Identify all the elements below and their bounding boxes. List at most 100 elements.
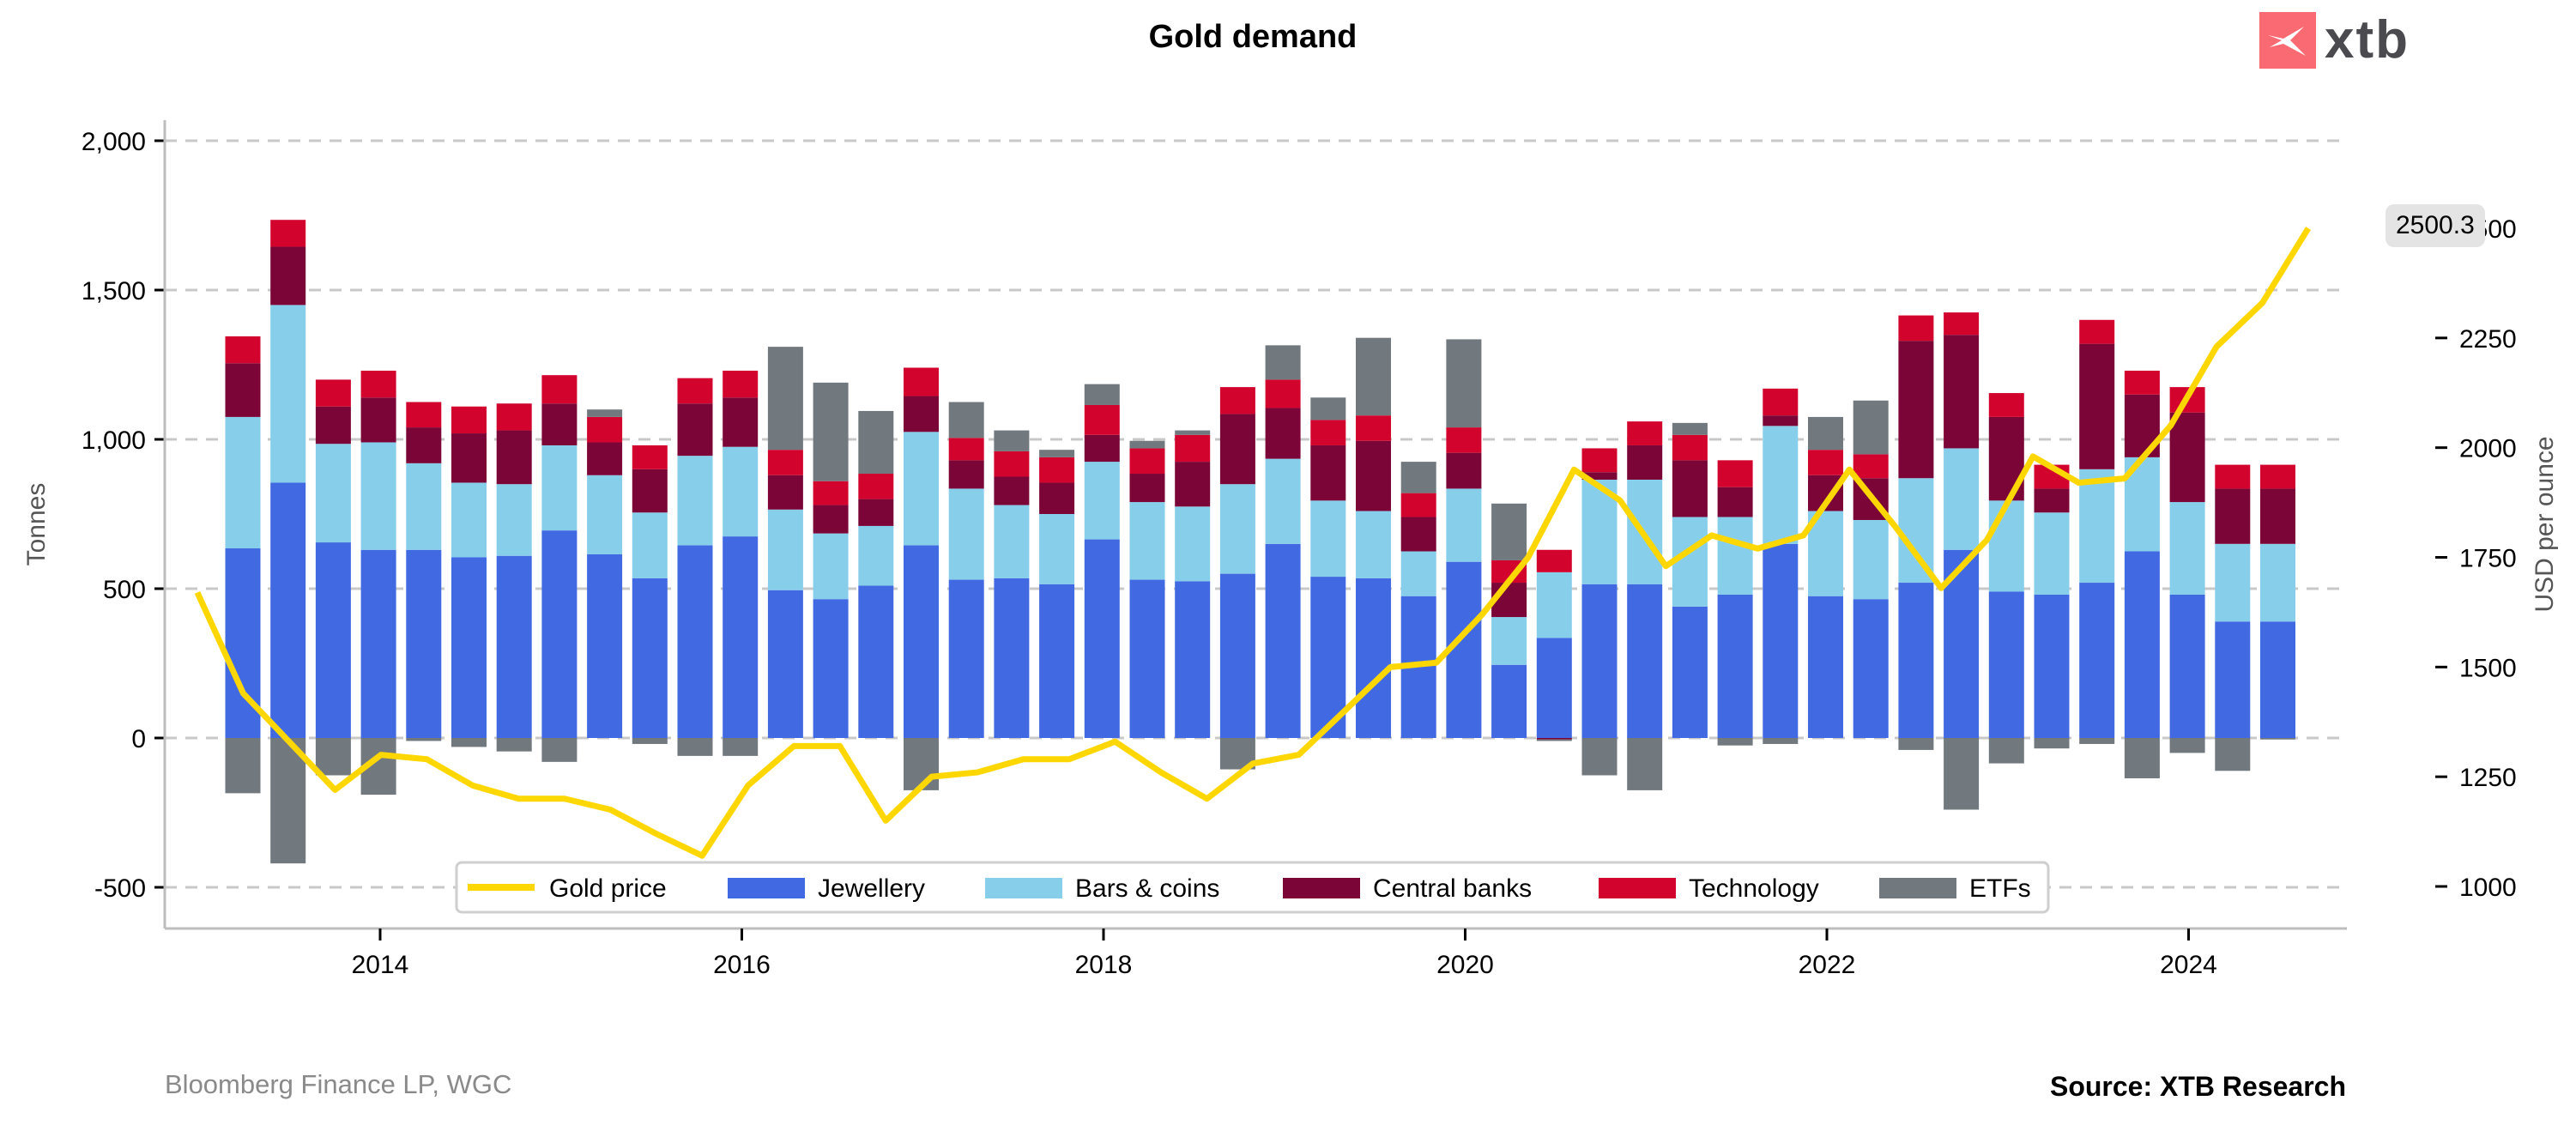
bar-jewellery-2016Q2 — [767, 590, 803, 738]
bar-bars-coins-2023Q1 — [1988, 500, 2024, 592]
bar-jewellery-2013Q4 — [315, 542, 351, 738]
bar-jewellery-2019Q1 — [1265, 543, 1301, 738]
bar-bars-coins-2017Q2 — [948, 488, 984, 580]
bar-central-banks-2018Q3 — [1175, 462, 1211, 507]
bar-technology-2018Q2 — [1129, 448, 1165, 475]
bar-bars-coins-2019Q2 — [1310, 500, 1346, 578]
bar-bars-coins-2015Q2 — [587, 475, 623, 554]
legend-label-bars-coins: Bars & coins — [1075, 874, 1219, 903]
bar-technology-2014Q3 — [451, 406, 487, 434]
legend-label-jewellery: Jewellery — [818, 874, 925, 903]
bar-etfs-2020Q4 — [1581, 738, 1618, 776]
y2-axis-label: USD per ounce — [2531, 436, 2559, 612]
bar-jewellery-2016Q3 — [813, 599, 849, 738]
bar-bars-coins-2018Q4 — [1219, 484, 1255, 574]
bar-bars-coins-2019Q1 — [1265, 458, 1301, 544]
bar-bars-coins-2020Q2 — [1491, 617, 1527, 665]
bar-central-banks-2019Q4 — [1400, 517, 1436, 552]
bar-jewellery-2015Q4 — [677, 545, 713, 738]
bar-etfs-2023Q4 — [2124, 738, 2160, 778]
brand-name: xtb — [2325, 10, 2410, 70]
bar-jewellery-2018Q3 — [1175, 581, 1211, 738]
bar-central-banks-2024Q1 — [2169, 412, 2205, 503]
bar-etfs-2015Q3 — [632, 738, 668, 744]
legend-swatch-jewellery — [728, 878, 805, 898]
bar-technology-2017Q3 — [994, 451, 1030, 477]
bar-etfs-2015Q1 — [541, 738, 577, 762]
bar-bars-coins-2015Q4 — [677, 456, 713, 546]
bar-technology-2015Q3 — [632, 445, 668, 469]
y-axis-label: Tonnes — [22, 483, 51, 566]
bar-bars-coins-2023Q3 — [2079, 469, 2115, 584]
bar-technology-2024Q2 — [2215, 464, 2251, 489]
bar-technology-2013Q3 — [270, 220, 306, 247]
bar-etfs-2015Q4 — [677, 738, 713, 756]
bar-jewellery-2018Q1 — [1084, 539, 1120, 738]
bar-central-banks-2016Q4 — [858, 499, 894, 526]
bar-central-banks-2020Q4 — [1581, 472, 1618, 480]
bar-etfs-2018Q3 — [1175, 430, 1211, 435]
x-tick-label: 2018 — [1075, 951, 1133, 979]
bar-central-banks-2015Q4 — [677, 403, 713, 457]
bar-jewellery-2023Q3 — [2079, 583, 2115, 738]
bar-bars-coins-2018Q1 — [1084, 462, 1120, 540]
bar-jewellery-2024Q1 — [2169, 594, 2205, 738]
bar-bars-coins-2014Q1 — [360, 442, 396, 550]
bar-jewellery-2023Q4 — [2124, 551, 2160, 738]
bar-bars-coins-2013Q3 — [270, 305, 306, 483]
bar-jewellery-2014Q3 — [451, 557, 487, 738]
bar-technology-2016Q3 — [813, 481, 849, 505]
bar-technology-2019Q3 — [1356, 415, 1391, 441]
bar-central-banks-2023Q2 — [2034, 488, 2070, 513]
bar-central-banks-2013Q2 — [225, 363, 261, 417]
bar-central-banks-2014Q4 — [496, 430, 532, 485]
bar-bars-coins-2014Q4 — [496, 484, 532, 556]
bar-technology-2019Q4 — [1400, 493, 1436, 517]
bar-bars-coins-2021Q3 — [1717, 517, 1753, 595]
bar-technology-2017Q1 — [904, 367, 939, 396]
bar-etfs-2016Q4 — [858, 410, 894, 475]
bar-bars-coins-2014Q3 — [451, 482, 487, 558]
bar-etfs-2018Q2 — [1129, 440, 1165, 449]
bar-etfs-2021Q1 — [1627, 738, 1663, 790]
bar-central-banks-2020Q1 — [1446, 452, 1482, 489]
bar-technology-2020Q3 — [1536, 549, 1572, 572]
bar-bars-coins-2015Q1 — [541, 445, 577, 531]
legend-label-central-banks: Central banks — [1373, 874, 1532, 903]
bar-bars-coins-2016Q4 — [858, 525, 894, 586]
bar-jewellery-2022Q2 — [1853, 599, 1889, 738]
bar-etfs-2022Q1 — [1808, 416, 1843, 451]
bar-technology-2018Q1 — [1084, 404, 1120, 435]
bar-etfs-2017Q3 — [994, 430, 1030, 451]
bar-etfs-2016Q1 — [723, 738, 759, 756]
bar-central-banks-2015Q2 — [587, 442, 623, 475]
bar-etfs-2023Q3 — [2079, 738, 2115, 744]
bar-etfs-2019Q1 — [1265, 345, 1301, 380]
bar-bars-coins-2019Q4 — [1400, 551, 1436, 596]
bar-technology-2023Q4 — [2124, 370, 2160, 395]
bar-etfs-2019Q3 — [1356, 337, 1391, 416]
bar-jewellery-2018Q4 — [1219, 573, 1255, 738]
bar-bars-coins-2019Q3 — [1356, 511, 1391, 578]
bar-central-banks-2019Q1 — [1265, 408, 1301, 459]
bar-bars-coins-2022Q4 — [1944, 448, 1980, 550]
bar-jewellery-2021Q3 — [1717, 594, 1753, 738]
data-source-note: Bloomberg Finance LP, WGC — [165, 1069, 512, 1099]
last-price-badge: 2500.3 — [2386, 204, 2485, 247]
bar-central-banks-2022Q4 — [1944, 335, 1980, 449]
bar-technology-2022Q2 — [1853, 454, 1889, 479]
y2-tick-label: 1750 — [2459, 545, 2517, 573]
legend-swatch-central-banks — [1283, 878, 1360, 898]
bar-central-banks-2018Q1 — [1084, 434, 1120, 463]
bar-jewellery-2021Q1 — [1627, 584, 1663, 738]
chart-title: Gold demand — [1148, 19, 1358, 55]
bar-etfs-2015Q2 — [587, 409, 623, 417]
bar-etfs-2024Q1 — [2169, 738, 2205, 753]
bar-etfs-2020Q3 — [1536, 739, 1572, 741]
bar-central-banks-2021Q2 — [1672, 460, 1708, 517]
bar-etfs-2014Q4 — [496, 738, 532, 752]
bar-etfs-2022Q3 — [1898, 738, 1934, 750]
bar-etfs-2020Q2 — [1491, 503, 1527, 560]
bar-technology-2023Q1 — [1988, 393, 2024, 417]
bar-etfs-2016Q2 — [767, 347, 803, 451]
